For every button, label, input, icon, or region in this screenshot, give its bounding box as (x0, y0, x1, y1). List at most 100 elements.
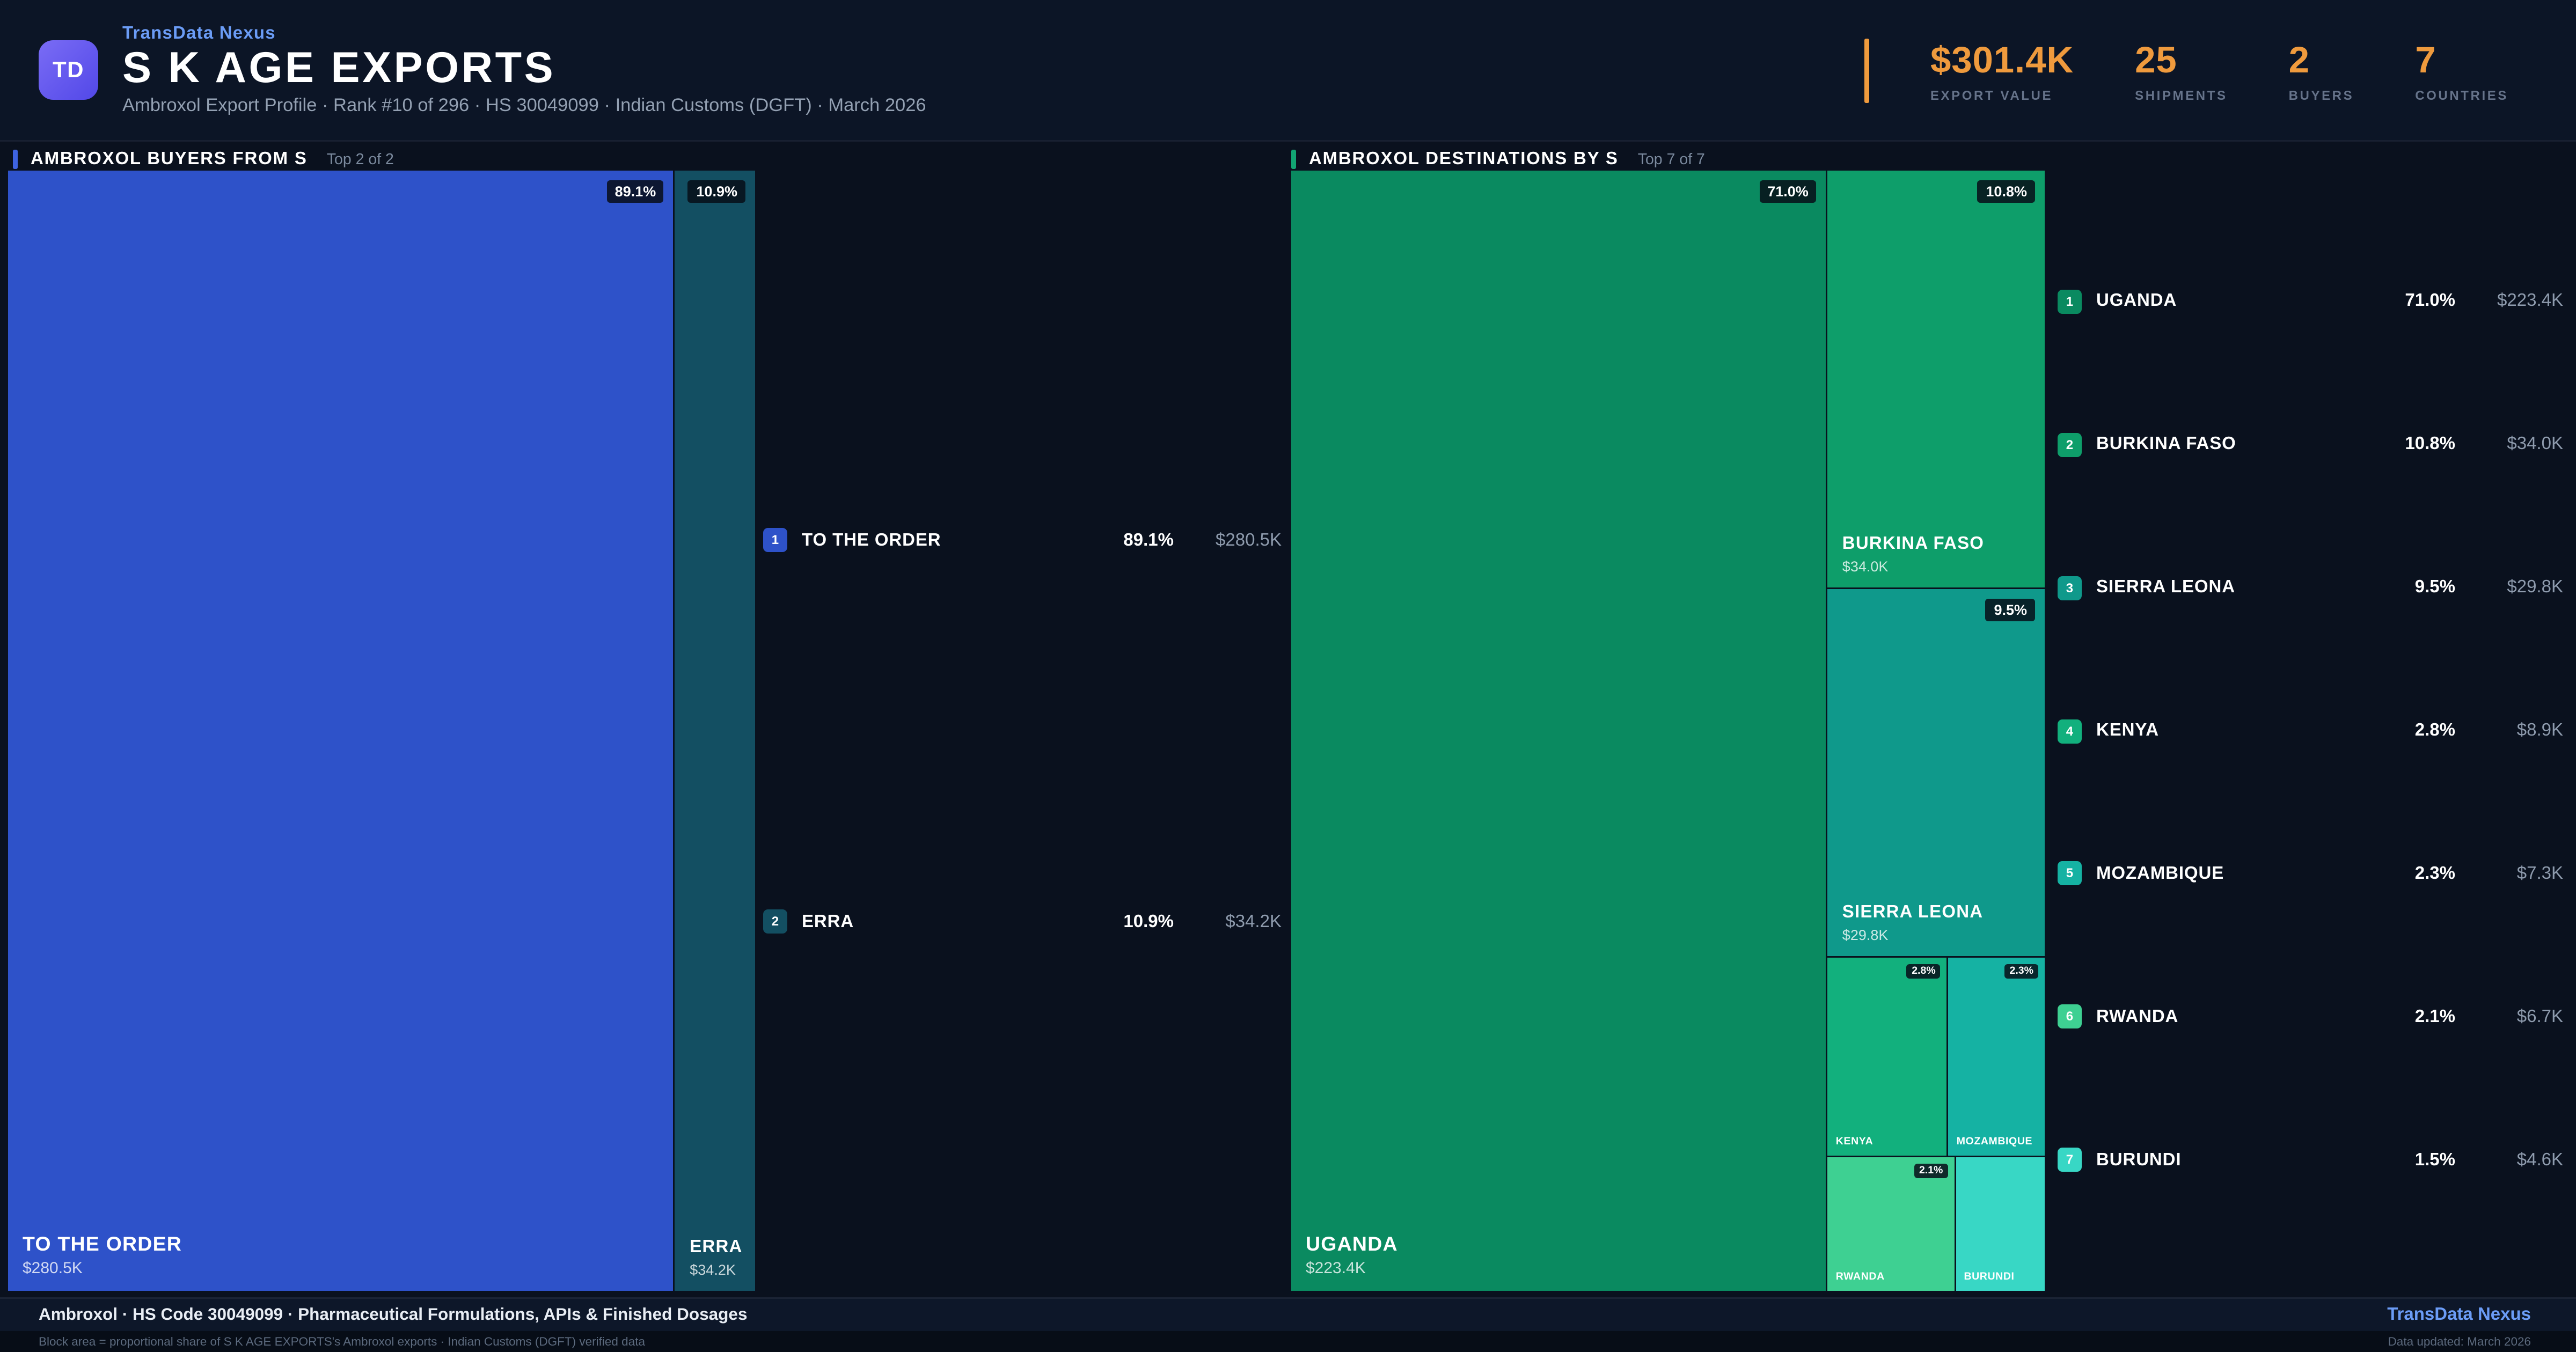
block-value: $34.0K (1842, 558, 1889, 575)
block-name: MOZAMBIQUE (1956, 1136, 2033, 1148)
stat-label: COUNTRIES (2415, 87, 2508, 102)
block-value: $223.4K (1306, 1260, 1366, 1278)
share-badge: 2.8% (1907, 964, 1941, 979)
legend-percent: 2.3% (2414, 864, 2455, 884)
treemap-block-rwanda[interactable]: 2.1% RWANDA (1827, 1157, 1955, 1291)
legend-name: TO THE ORDER (802, 530, 941, 550)
rank-badge: 1 (763, 528, 787, 552)
legend-row-uganda[interactable]: 1 UGANDA 71.0% $223.4K (2058, 289, 2563, 314)
buyers-treemap: 89.1% TO THE ORDER $280.5K 10.9% ERRA $3… (8, 171, 755, 1291)
block-name: KENYA (1835, 1136, 1874, 1148)
block-name: UGANDA (1306, 1233, 1398, 1255)
block-name: BURKINA FASO (1842, 534, 1985, 554)
stat-value: 7 (2415, 38, 2436, 80)
treemap-block-to-the-order[interactable]: 89.1% TO THE ORDER $280.5K (8, 171, 674, 1291)
stat-value: 25 (2135, 38, 2177, 80)
legend-name: BURKINA FASO (2096, 435, 2236, 454)
legend-name: BURUNDI (2096, 1150, 2182, 1170)
buyers-panel-header: AMBROXOL BUYERS FROM S Top 2 of 2 (13, 148, 394, 171)
legend-row-burundi[interactable]: 7 BURUNDI 1.5% $4.6K (2058, 1148, 2563, 1172)
legend-percent: 10.8% (2405, 435, 2455, 454)
footer-methodology-note: Block area = proportional share of S K A… (39, 1334, 646, 1349)
stat-shipments: 25 SHIPMENTS (2135, 38, 2227, 102)
block-label: BURUNDI (1964, 1272, 2014, 1283)
treemap-block-burkina-faso[interactable]: 10.8% BURKINA FASO $34.0K (1827, 171, 2045, 587)
stat-buyers: 2 BUYERS (2289, 38, 2354, 102)
treemap-block-erra[interactable]: 10.9% ERRA $34.2K (675, 171, 755, 1291)
page-subtitle: Ambroxol Export Profile · Rank #10 of 29… (122, 95, 926, 115)
block-name: BURUNDI (1964, 1272, 2015, 1283)
stat-label: SHIPMENTS (2135, 87, 2228, 102)
legend-row-rwanda[interactable]: 6 RWANDA 2.1% $6.7K (2058, 1004, 2563, 1029)
footer-main-strip: Ambroxol · HS Code 30049099 · Pharmaceut… (0, 1297, 2576, 1331)
rank-badge: 2 (2058, 432, 2082, 457)
title-column: TransData Nexus S K AGE EXPORTS Ambroxol… (122, 25, 926, 115)
destinations-legend: 1 UGANDA 71.0% $223.4K 2 BURKINA FASO 10… (2058, 171, 2563, 1291)
legend-value: $29.8K (2507, 578, 2563, 598)
rank-badge: 2 (763, 909, 787, 934)
stat-label: BUYERS (2288, 87, 2354, 102)
legend-name: MOZAMBIQUE (2096, 864, 2224, 884)
legend-value: $8.9K (2516, 721, 2563, 740)
destinations-panel-count: Top 7 of 7 (1637, 150, 1705, 168)
treemap-row-kenya-mozambique: 2.8% KENYA 2.3% MOZAMBIQUE (1827, 958, 2045, 1156)
legend-value: $7.3K (2516, 864, 2563, 884)
buyers-accent-bar (13, 150, 18, 169)
legend-value: $4.6K (2516, 1150, 2563, 1170)
share-badge: 71.0% (1759, 180, 1817, 203)
treemap-block-mozambique[interactable]: 2.3% MOZAMBIQUE (1948, 958, 2045, 1156)
legend-row-sierra-leona[interactable]: 3 SIERRA LEONA 9.5% $29.8K (2058, 575, 2563, 600)
block-label: BURKINA FASO $34.0K (1842, 534, 1984, 575)
share-badge: 2.3% (2004, 964, 2038, 979)
rank-badge: 1 (2058, 289, 2082, 314)
legend-percent: 71.0% (2405, 292, 2455, 312)
legend-name: UGANDA (2096, 292, 2177, 312)
stats-accent-bar (1864, 38, 1869, 102)
legend-name: SIERRA LEONA (2096, 578, 2235, 598)
legend-percent: 89.1% (1123, 530, 1174, 550)
header: TD TransData Nexus S K AGE EXPORTS Ambro… (0, 0, 2576, 142)
legend-row-mozambique[interactable]: 5 MOZAMBIQUE 2.3% $7.3K (2058, 862, 2563, 886)
legend-row-erra[interactable]: 2 ERRA 10.9% $34.2K (763, 909, 1282, 934)
stat-value: $301.4K (1930, 38, 2074, 80)
treemap-block-kenya[interactable]: 2.8% KENYA (1827, 958, 1947, 1156)
block-label: ERRA $34.2K (690, 1238, 742, 1278)
legend-value: $34.2K (1225, 912, 1282, 931)
main-content: AMBROXOL BUYERS FROM S Top 2 of 2 89.1% … (0, 142, 2576, 1297)
rank-badge: 5 (2058, 862, 2082, 886)
treemap-block-sierra-leona[interactable]: 9.5% SIERRA LEONA $29.8K (1827, 589, 2045, 957)
footer-note-strip: Block area = proportional share of S K A… (0, 1331, 2576, 1352)
legend-percent: 2.1% (2414, 1007, 2455, 1027)
brand-name: TransData Nexus (122, 25, 276, 45)
legend-value: $223.4K (2497, 292, 2563, 312)
share-badge: 9.5% (1986, 598, 2035, 621)
rank-badge: 4 (2058, 718, 2082, 743)
stat-export-value: $301.4K EXPORT VALUE (1930, 38, 2074, 102)
legend-percent: 9.5% (2414, 578, 2455, 598)
footer-brand: TransData Nexus (2387, 1305, 2531, 1325)
block-label: KENYA (1836, 1136, 1874, 1147)
block-name: TO THE ORDER (23, 1233, 182, 1255)
legend-row-to-the-order[interactable]: 1 TO THE ORDER 89.1% $280.5K (763, 528, 1282, 552)
rank-badge: 6 (2058, 1004, 2082, 1029)
footer: Ambroxol · HS Code 30049099 · Pharmaceut… (0, 1297, 2576, 1352)
destinations-panel-title: AMBROXOL DESTINATIONS BY S (1309, 150, 1619, 169)
share-badge: 10.9% (688, 180, 745, 203)
block-label: MOZAMBIQUE (1957, 1136, 2032, 1147)
treemap-right-column: 10.8% BURKINA FASO $34.0K 9.5% SIERRA LE… (1827, 171, 2045, 1291)
block-name: SIERRA LEONA (1842, 903, 1984, 923)
block-label: TO THE ORDER $280.5K (23, 1233, 182, 1278)
legend-row-burkina-faso[interactable]: 2 BURKINA FASO 10.8% $34.0K (2058, 432, 2563, 457)
legend-percent: 10.9% (1123, 912, 1174, 931)
stat-value: 2 (2288, 38, 2310, 80)
share-badge: 2.1% (1914, 1163, 1948, 1178)
legend-percent: 1.5% (2414, 1150, 2455, 1170)
treemap-row-rwanda-burundi: 2.1% RWANDA BURUNDI (1827, 1157, 2045, 1291)
legend-row-kenya[interactable]: 4 KENYA 2.8% $8.9K (2058, 718, 2563, 743)
legend-name: KENYA (2096, 721, 2159, 740)
treemap-block-uganda[interactable]: 71.0% UGANDA $223.4K (1291, 171, 1826, 1291)
legend-value: $34.0K (2507, 435, 2563, 454)
destinations-accent-bar (1291, 150, 1296, 169)
treemap-block-burundi[interactable]: BURUNDI (1956, 1157, 2045, 1291)
stat-label: EXPORT VALUE (1930, 87, 2053, 102)
